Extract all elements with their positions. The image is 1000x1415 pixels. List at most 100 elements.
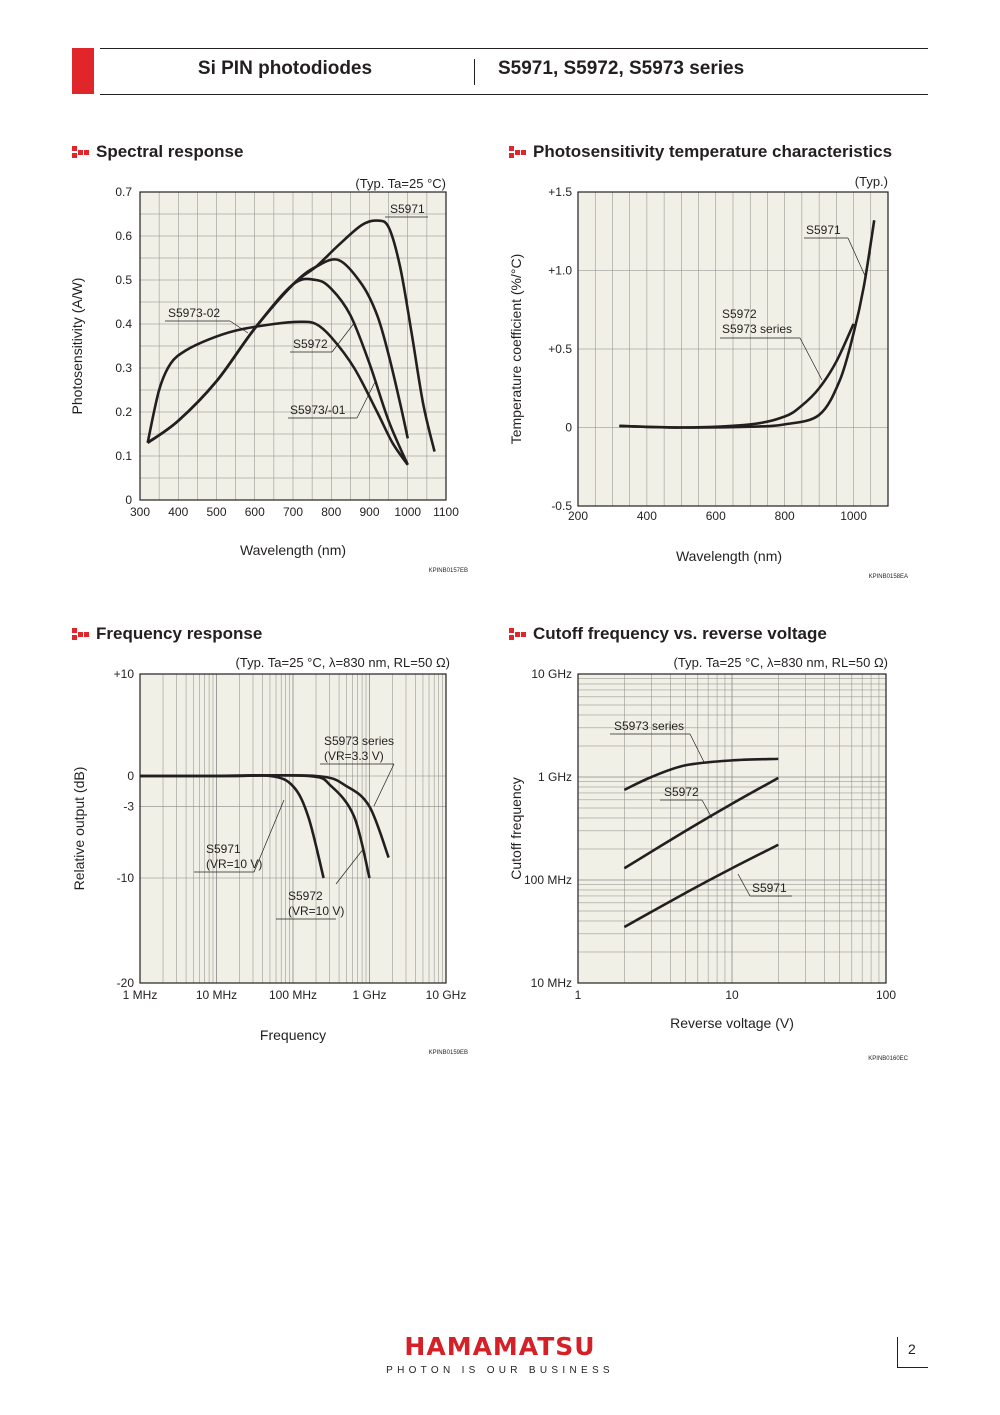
leader-line [701,799,713,819]
test-condition: (Typ.) [855,174,888,189]
section-bullet-icon [72,146,90,158]
series-label: S5971 [752,881,787,895]
y-tick-label: -0.5 [551,499,572,513]
series-title: S5971, S5972, S5973 series [498,58,745,79]
x-axis-label: Wavelength (nm) [676,548,782,564]
series-label: S5973 series (VR=3.3 V) [324,734,394,763]
x-tick-label: 400 [168,505,188,519]
y-tick-label: 0.2 [115,405,132,419]
y-tick-label: 100 MHz [524,873,572,887]
x-tick-label: 100 MHz [269,988,317,1002]
figure-code: KPINB0159EB [429,1050,468,1056]
section-label: Spectral response [96,142,244,161]
series-label: S5971 [806,223,841,237]
x-tick-label: 200 [568,509,588,523]
y-tick-label: +1.5 [548,185,572,199]
figure-code: KPINB0157EB [429,568,468,574]
test-condition: (Typ. Ta=25 °C, λ=830 nm, RL=50 Ω) [674,655,888,670]
y-axis-label: Relative output (dB) [71,767,87,891]
figure-code: KPINB0158EA [869,574,908,580]
spectral-chart-svg: 300 400 500 600 700 800 900 1000 1100 0 0.1 0.2 0.3 0… [69,176,468,574]
figure-code: KPINB0160EC [868,1056,908,1062]
series-line [623,776,779,870]
tempchar-chart-svg: 200 400 600 800 1000 -0.5 0 +0.5 +1.0 +1.5 Wavelen… [508,174,908,580]
plot-frame [577,191,889,507]
series-label: S5973/-01 [290,403,346,417]
y-axis-label: Temperature coefficient (%/°C) [508,254,524,445]
y-tick-label: +0.5 [548,342,572,356]
section-spectral-title: Spectral response [72,142,243,162]
y-tick-label: 1 GHz [538,770,572,784]
section-cutoff-title: Cutoff frequency vs. reverse voltage [509,624,827,644]
header-top-rule [100,48,928,49]
leader-line [331,321,356,353]
x-axis-label: Frequency [260,1027,326,1043]
x-tick-label: 10 MHz [196,988,237,1002]
series-line-S5973/-01 [146,277,409,466]
y-axis-label: Cutoff frequency [508,777,524,879]
header-separator [474,59,475,85]
x-tick-label: 300 [130,505,150,519]
x-tick-label: 1000 [840,509,867,523]
series-line [623,843,779,929]
section-bullet-icon [509,628,527,640]
series-label: S5972 [664,785,699,799]
header-bottom-rule [100,94,928,95]
leader-line [356,381,376,419]
y-tick-label: -3 [123,800,134,814]
leader-line [253,799,285,873]
x-tick-label: 1 [575,988,582,1002]
leader-line [689,733,705,763]
y-axis-label: Photosensitivity (A/W) [69,278,85,415]
x-tick-label: 700 [283,505,303,519]
x-tick-label: 600 [706,509,726,523]
series-label: S5971 [390,202,425,216]
y-tick-label: -20 [117,976,135,990]
test-condition: (Typ. Ta=25 °C) [355,176,446,191]
x-tick-label: 500 [206,505,226,519]
x-tick-label: 10 [725,988,739,1002]
y-tick-label: 10 MHz [531,976,572,990]
frequency-chart: 1 MHz 10 MHz 100 MHz 1 GHz 10 GHz -20 -10 -3 0 +1… [71,655,468,1056]
y-tick-label: 0 [127,769,134,783]
plot-frame [577,673,887,984]
plot-frame [139,673,447,984]
series-label: S5973 series [614,719,684,733]
hamamatsu-logo: HAMAMATSU PHOTON IS OUR BUSINESS [380,1332,620,1376]
y-tick-label: 0.5 [115,273,132,287]
leader-line [799,337,823,381]
y-tick-label: 0 [565,421,572,435]
series-line [623,757,779,792]
page-number-box [897,1337,928,1368]
y-tick-label: +1.0 [548,264,572,278]
y-tick-label: 10 GHz [531,667,572,681]
y-tick-label: 0.3 [115,361,132,375]
y-tick-label: -10 [117,871,135,885]
x-tick-label: 100 [876,988,896,1002]
y-tick-label: +10 [114,667,135,681]
x-tick-label: 800 [321,505,341,519]
leader-line [847,237,867,279]
section-label: Photosensitivity temperature characteris… [533,142,893,161]
series-label: S5972 S5973 series [722,307,792,336]
section-bullet-icon [72,628,90,640]
x-tick-label: 1000 [394,505,421,519]
section-label: Frequency response [96,624,263,643]
x-tick-label: 600 [245,505,265,519]
section-label: Cutoff frequency vs. reverse voltage [533,624,827,643]
x-tick-label: 900 [359,505,379,519]
y-tick-label: 0 [125,493,132,507]
page-number: 2 [908,1341,916,1357]
logo-wordmark: HAMAMATSU [404,1332,596,1361]
leader-line [737,873,751,897]
series-label: S5972 [293,337,328,351]
section-temp-title: Photosensitivity temperature characteris… [509,142,892,162]
tempchar-chart: 200 400 600 800 1000 -0.5 0 +0.5 +1.0 +1.5 Wavelen… [0,0,1000,625]
x-tick-label: 400 [637,509,657,523]
y-tick-label: 0.4 [115,317,132,331]
series-label: S5972 (VR=10 V) [288,889,344,918]
frequency-chart-svg: 1 MHz 10 MHz 100 MHz 1 GHz 10 GHz -20 -10 -3 0 +1… [71,655,468,1056]
spectral-chart: 300 400 500 600 700 800 900 1000 1100 0 0.1 0.2 0.3 0… [0,0,1000,625]
series-line [619,323,855,429]
series-label: S5973-02 [168,306,220,320]
